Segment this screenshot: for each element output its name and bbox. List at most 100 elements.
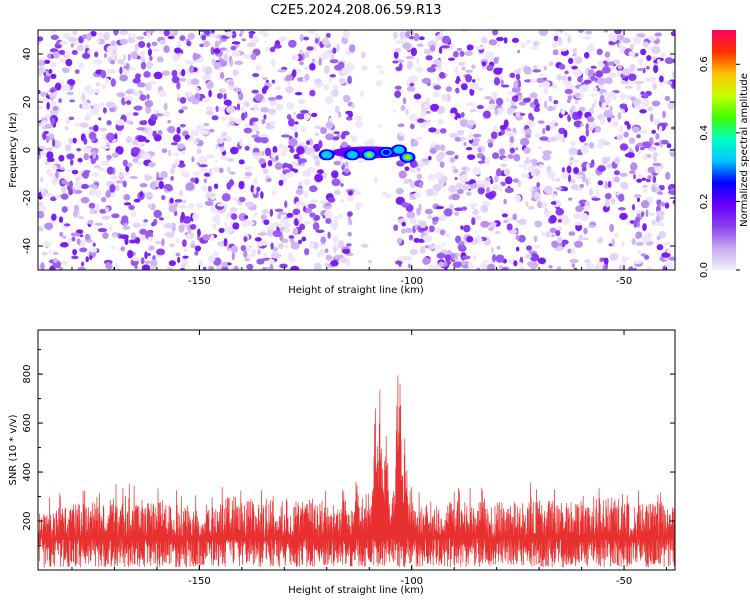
heatmap-cell: [307, 30, 317, 35]
heatmap-cell: [59, 57, 66, 64]
heatmap-cell: [587, 127, 594, 131]
heatmap-cell: [529, 46, 539, 51]
heatmap-cell: [81, 102, 91, 110]
heatmap-cell: [302, 178, 311, 186]
heatmap-cell: [44, 160, 50, 166]
heatmap-cell: [254, 93, 264, 102]
heatmap-cell: [482, 110, 491, 119]
heatmap-cell: [191, 98, 200, 105]
heatmap-cell: [82, 52, 91, 59]
heatmap-cell: [198, 259, 203, 267]
heatmap-signal-cell: [405, 155, 410, 159]
heatmap-cell: [290, 265, 300, 270]
heatmap-cell: [631, 203, 636, 211]
heatmap-cell: [59, 242, 69, 248]
heatmap-cell: [526, 156, 530, 161]
snr-y-tick-label: 800: [22, 365, 33, 384]
heatmap-cell: [248, 32, 254, 39]
heatmap-cell: [643, 153, 648, 161]
heatmap-cell: [284, 244, 289, 249]
heatmap-cell: [189, 65, 194, 74]
heatmap-cell: [40, 150, 47, 156]
heatmap-cell: [161, 70, 171, 76]
heatmap-cell: [161, 195, 166, 201]
heatmap-cell: [95, 82, 101, 87]
heatmap-cell: [472, 182, 478, 189]
heatmap-cell: [458, 80, 468, 85]
heatmap-cell: [561, 75, 568, 81]
heatmap-cell: [81, 93, 86, 102]
heatmap-cell: [557, 219, 563, 223]
heatmap-cell: [223, 53, 229, 62]
heatmap-cell: [136, 82, 146, 88]
heatmap-cell: [482, 200, 491, 206]
heatmap-cell: [444, 266, 448, 270]
heatmap-cell: [182, 255, 189, 259]
heatmap-cell: [158, 40, 166, 45]
heatmap-cell: [272, 145, 278, 153]
heatmap-cell: [260, 191, 264, 199]
heatmap-cell: [399, 31, 406, 39]
heatmap-cell: [61, 206, 68, 213]
heatmap-cell: [280, 219, 290, 224]
heatmap-cell: [566, 165, 572, 174]
heatmap-cell: [325, 133, 334, 141]
heatmap-cell: [614, 30, 622, 35]
heatmap-cell: [618, 193, 625, 202]
heatmap-cell: [648, 76, 657, 83]
heatmap-cell: [246, 42, 256, 48]
heatmap-cell: [571, 65, 578, 70]
heatmap-cell: [71, 169, 79, 175]
heatmap-cell: [303, 36, 310, 41]
heatmap-cell: [603, 257, 609, 265]
heatmap-cell: [271, 79, 276, 84]
heatmap-cell: [230, 213, 238, 220]
heatmap-cell: [268, 108, 277, 115]
heatmap-cell: [611, 35, 618, 43]
heatmap-cell: [283, 145, 288, 153]
heatmap-cell: [487, 138, 494, 145]
heatmap-cell: [288, 39, 297, 48]
heatmap-cell: [515, 111, 521, 118]
heatmap-cell: [651, 219, 656, 226]
heatmap-cell: [333, 131, 340, 135]
heatmap-cell: [466, 44, 474, 51]
heatmap-cell: [129, 175, 139, 180]
heatmap-cell: [312, 45, 317, 52]
heatmap-cell: [584, 201, 591, 207]
heatmap-cell: [107, 68, 117, 74]
heatmap-cell: [199, 43, 205, 48]
heatmap-cell: [236, 103, 241, 111]
heatmap-cell: [294, 121, 299, 125]
heatmap-cell: [601, 66, 611, 74]
heatmap-cell: [96, 38, 101, 44]
heatmap-cell: [110, 175, 119, 180]
heatmap-cell: [533, 98, 539, 106]
heatmap-cell: [132, 222, 141, 228]
heatmap-cell: [506, 223, 513, 231]
heatmap-cell: [439, 214, 447, 222]
heatmap-cell: [85, 256, 89, 263]
heatmap-cell: [39, 177, 44, 183]
heatmap-cell: [626, 152, 635, 158]
heatmap-cell: [286, 102, 295, 110]
heatmap-cell: [406, 211, 416, 219]
heatmap-cell: [463, 142, 467, 146]
heatmap-cell: [223, 93, 227, 100]
heatmap-cell: [652, 83, 657, 91]
heatmap-cell: [204, 200, 214, 206]
heatmap-cell: [172, 134, 181, 143]
heatmap-cell: [571, 105, 576, 111]
heatmap-cell: [325, 254, 333, 261]
heatmap-cell: [413, 192, 421, 199]
heatmap-cell: [672, 251, 675, 255]
heatmap-cell: [642, 41, 649, 48]
heatmap-cell: [459, 50, 465, 57]
heatmap-cell: [516, 262, 523, 266]
heatmap-cell: [527, 164, 537, 173]
heatmap-cell: [203, 122, 210, 127]
heatmap-cell: [633, 260, 643, 265]
heatmap-cell: [260, 107, 270, 113]
heatmap-cell: [212, 166, 221, 173]
heatmap-cell: [606, 156, 611, 162]
